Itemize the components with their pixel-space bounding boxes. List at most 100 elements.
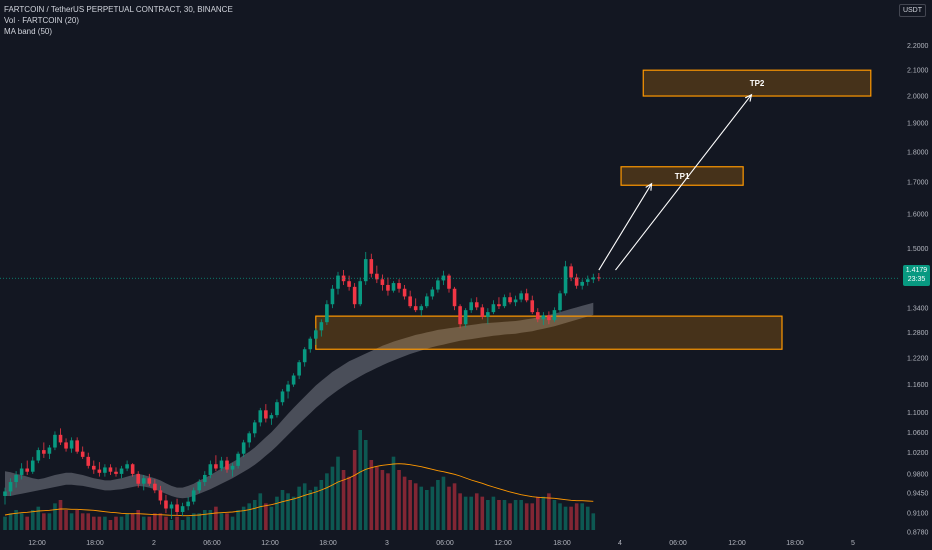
volume-bar xyxy=(153,513,157,530)
last-price-tag: 1.4179 23:35 xyxy=(903,265,930,286)
candle-body xyxy=(513,299,518,303)
volume-bar xyxy=(302,483,307,530)
candle-body xyxy=(197,482,202,491)
candle-body xyxy=(375,273,379,280)
volume-bar xyxy=(291,496,296,530)
volume-bar xyxy=(25,516,29,530)
volume-bar xyxy=(252,500,257,530)
arrow-head xyxy=(645,182,653,191)
time-tick-label: 18:00 xyxy=(786,540,804,547)
volume-bar xyxy=(569,506,573,530)
volume-bar xyxy=(186,516,190,530)
volume-bar xyxy=(125,513,129,530)
candle-body xyxy=(269,415,274,419)
volume-bar xyxy=(141,516,146,530)
target-arrow[interactable] xyxy=(615,94,752,271)
candle-body xyxy=(480,307,485,317)
volume-bar xyxy=(136,510,140,530)
volume-bar xyxy=(164,516,168,530)
volume-bar xyxy=(130,513,135,530)
volume-bar xyxy=(119,516,124,530)
candle-body xyxy=(225,460,229,470)
volume-bar xyxy=(352,450,357,530)
price-axis[interactable]: 2.2000 2.1000 2.0000 1.9000 1.8000 1.7000 1.60… xyxy=(907,43,929,537)
volume-bar xyxy=(19,513,24,530)
tp2-zone-label: TP2 xyxy=(750,79,765,88)
candle-body xyxy=(130,464,135,474)
volume-bar xyxy=(391,456,396,530)
candle-body xyxy=(325,304,329,323)
candle-body xyxy=(264,410,268,419)
ma-band xyxy=(5,302,594,499)
candle-body xyxy=(558,293,562,311)
candle-body xyxy=(358,281,362,305)
volume-bar xyxy=(363,440,368,530)
candle-body xyxy=(419,306,424,311)
candle-body xyxy=(247,433,251,443)
candle-body xyxy=(458,306,462,325)
candle-body xyxy=(42,450,46,454)
candle-body xyxy=(369,259,374,274)
volume-ma-line xyxy=(4,463,594,517)
volume-bar xyxy=(552,500,557,530)
candle-body xyxy=(536,312,540,320)
tp2-zone[interactable] xyxy=(642,69,872,97)
volume-bar xyxy=(591,513,596,530)
price-tick-label: 2.0000 xyxy=(907,94,929,101)
tp1-zone-label: TP1 xyxy=(675,172,690,181)
volume-bar xyxy=(114,516,118,530)
candle-body xyxy=(574,277,579,286)
volume-bar xyxy=(197,513,202,530)
symbol-title[interactable]: FARTCOIN / TetherUS PERPETUAL CONTRACT, … xyxy=(4,5,233,14)
candle-body xyxy=(302,349,307,363)
candle-body xyxy=(469,302,473,311)
volume-bar xyxy=(547,493,551,530)
candle-body xyxy=(92,465,96,470)
volume-bar xyxy=(497,500,501,530)
candle-body xyxy=(8,482,13,492)
volume-bar xyxy=(585,506,590,530)
candle-body xyxy=(341,275,346,282)
candle-body xyxy=(25,468,29,472)
candle-body xyxy=(125,464,129,469)
volume-bar xyxy=(386,473,390,530)
volume-bar xyxy=(341,470,346,530)
volume-bar xyxy=(425,490,429,530)
candle-body xyxy=(53,434,57,448)
volume-bar xyxy=(3,516,7,530)
candle-body xyxy=(180,506,185,512)
arrow-layer[interactable] xyxy=(598,93,753,271)
target-arrow[interactable] xyxy=(598,183,653,271)
volume-bar xyxy=(169,520,174,530)
volume-bar xyxy=(108,520,113,530)
price-tick-label: 0.9450 xyxy=(907,491,929,498)
zone-layer[interactable]: TP1 TP2 xyxy=(315,69,872,350)
price-tick-label: 2.1000 xyxy=(907,68,929,75)
volume-bar xyxy=(413,483,418,530)
candle-body xyxy=(580,281,584,286)
volume-bar xyxy=(580,503,584,530)
volume-indicator-label[interactable]: Vol · FARTCOIN (20) xyxy=(4,16,79,25)
candle-body xyxy=(336,275,340,289)
volume-bar xyxy=(80,513,85,530)
bar-countdown: 23:35 xyxy=(907,276,926,283)
candle-body xyxy=(347,281,351,287)
candle-body xyxy=(286,384,290,392)
volume-bar xyxy=(247,503,251,530)
candle-body xyxy=(153,483,157,491)
candle-body xyxy=(203,474,207,483)
candle-body xyxy=(397,283,401,289)
ma-band-layer xyxy=(5,302,594,499)
candle-body xyxy=(80,451,85,457)
time-axis[interactable]: 12:00 18:00 2 06:00 12:00 18:00 3 06:00 12:00 18:… xyxy=(28,540,855,547)
tp1-zone[interactable] xyxy=(620,166,744,186)
price-tick-label: 0.8780 xyxy=(907,530,929,537)
ma-band-indicator-label[interactable]: MA band (50) xyxy=(4,27,53,36)
support-zone[interactable] xyxy=(315,315,783,350)
candle-body xyxy=(164,500,168,509)
volume-bar xyxy=(536,496,540,530)
time-tick-label: 12:00 xyxy=(494,540,512,547)
currency-button[interactable]: USDT xyxy=(898,4,926,17)
volume-bar xyxy=(486,500,490,530)
